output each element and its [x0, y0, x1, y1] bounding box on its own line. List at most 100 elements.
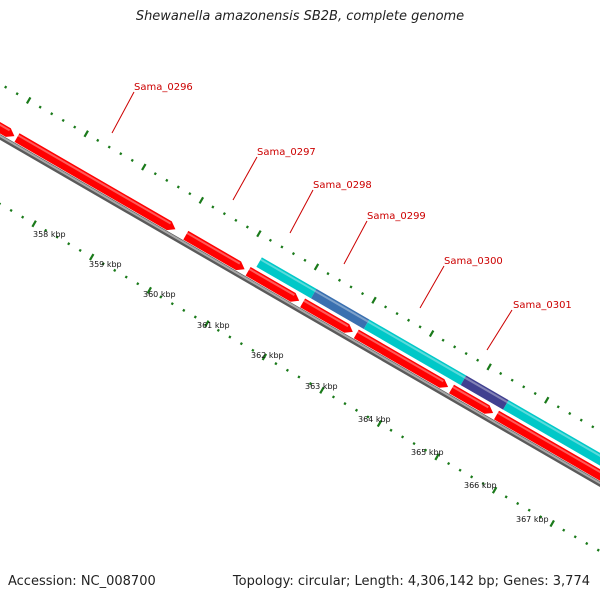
ruler-tick — [130, 158, 134, 162]
gene-sama-0295-shape — [0, 122, 15, 137]
leader-line — [111, 91, 135, 134]
ruler-tick — [198, 196, 205, 204]
ruler-tick — [146, 286, 152, 294]
ruler-tick — [280, 245, 284, 249]
gene-sama-0302-shape — [494, 410, 600, 481]
ruler-tick — [458, 468, 462, 472]
ruler-tick — [78, 248, 82, 252]
ruler-tick — [67, 242, 71, 246]
gene-label-text: Sama_0301 — [513, 300, 572, 311]
gene-sama-0301 — [449, 384, 494, 414]
ruler-tick — [510, 378, 514, 382]
ruler-tick — [331, 395, 336, 399]
leader-line — [232, 156, 258, 201]
ruler-tick — [25, 96, 32, 105]
ruler-tick — [261, 353, 268, 361]
ruler-tick — [464, 351, 468, 356]
ruler-tick — [291, 252, 296, 256]
ruler-tick — [124, 275, 128, 279]
gene-label-text: Sama_0296 — [134, 82, 193, 93]
ruler-tick — [193, 315, 197, 319]
gene-label-text: Sama_0300 — [444, 256, 503, 267]
ruler-tick — [522, 385, 526, 389]
gene-sama-0300-shape — [353, 329, 449, 388]
ruler-tick — [585, 541, 589, 546]
ruler-tick — [573, 535, 577, 539]
gene-sama-0298-shape — [245, 267, 300, 302]
feature-cyan-1 — [256, 257, 317, 299]
ruler-tick — [107, 145, 111, 149]
feature-cyan-3 — [503, 400, 600, 466]
ruler-tick — [245, 225, 249, 229]
ruler-tick — [562, 528, 566, 532]
feature-overlap-1-shape — [311, 288, 370, 329]
feature-overlap-2-shape — [460, 375, 509, 410]
ruler-tick — [285, 368, 289, 372]
ruler-tick — [216, 328, 220, 332]
feature-cyan-3-shape — [503, 400, 600, 466]
ruler-tick — [239, 342, 243, 346]
leader-line — [289, 189, 314, 234]
ruler-tick — [556, 405, 560, 409]
ruler-tick — [297, 375, 301, 379]
gene-sama-0298 — [245, 267, 300, 302]
gene-label-sama-0299[interactable]: Sama_0299 — [343, 211, 426, 265]
ruler-tick — [303, 258, 307, 262]
gene-label-sama-0296[interactable]: Sama_0296 — [111, 82, 193, 134]
ruler-tick — [222, 212, 226, 216]
ruler-tick — [418, 325, 422, 329]
ruler-tick — [481, 481, 485, 486]
page-title: Shewanella amazonensis SB2B, complete ge… — [135, 9, 465, 24]
accession-label: Accession: NC_008700 — [8, 574, 156, 589]
ruler-tick — [354, 408, 359, 412]
ruler-label: 362 kbp — [251, 351, 284, 360]
ruler-tick — [88, 253, 95, 261]
ruler-tick — [407, 318, 411, 322]
genome-stats: Topology: circular; Length: 4,306,142 bp… — [232, 574, 590, 589]
gene-label-text: Sama_0298 — [313, 180, 372, 191]
ruler-tick — [159, 295, 163, 299]
ruler-tick — [499, 371, 503, 376]
ruler-tick — [44, 228, 48, 233]
ruler-tick — [228, 335, 232, 339]
ruler-tick — [21, 215, 25, 219]
ruler-label: 365 kbp — [411, 448, 444, 457]
ruler-tick — [491, 486, 498, 494]
gene-label-sama-0297[interactable]: Sama_0297 — [232, 147, 316, 201]
ruler-tick — [101, 262, 105, 266]
ruler-label: 359 kbp — [89, 260, 122, 269]
ruler-tick — [136, 282, 140, 286]
feature-cyan-1-shape — [256, 257, 317, 299]
ruler-tick — [349, 285, 353, 289]
ruler-tick — [376, 420, 383, 428]
ruler-label: 363 kbp — [305, 382, 338, 391]
ruler-tick — [9, 208, 13, 213]
gene-sama-0300 — [353, 329, 449, 388]
ruler-tick — [268, 238, 272, 242]
gene-sama-0299-shape — [300, 298, 353, 333]
ruler-tick — [96, 138, 100, 142]
ruler-label: 364 kbp — [358, 415, 391, 424]
ruler-label: 361 kbp — [197, 321, 230, 330]
ruler-tick — [549, 519, 555, 528]
ruler-tick — [343, 402, 347, 406]
gene-sama-0302 — [494, 410, 600, 481]
leader-line — [486, 309, 513, 351]
ruler-tick — [274, 362, 278, 366]
ruler-tick — [256, 230, 262, 238]
ruler-tick — [527, 508, 531, 512]
gene-label-sama-0301[interactable]: Sama_0301 — [486, 300, 572, 351]
outer-ruler — [4, 85, 595, 429]
gene-label-sama-0298[interactable]: Sama_0298 — [289, 180, 372, 234]
ruler-tick — [113, 268, 117, 272]
ruler-tick — [434, 453, 440, 461]
ruler-tick — [428, 329, 435, 338]
ruler-tick — [596, 548, 600, 552]
feature-overlap-2 — [460, 375, 509, 410]
ruler-tick — [389, 428, 393, 432]
gene-label-sama-0300[interactable]: Sama_0300 — [419, 256, 503, 309]
ruler-tick — [119, 152, 123, 156]
ruler-tick — [360, 292, 365, 296]
ruler-tick — [38, 105, 42, 109]
